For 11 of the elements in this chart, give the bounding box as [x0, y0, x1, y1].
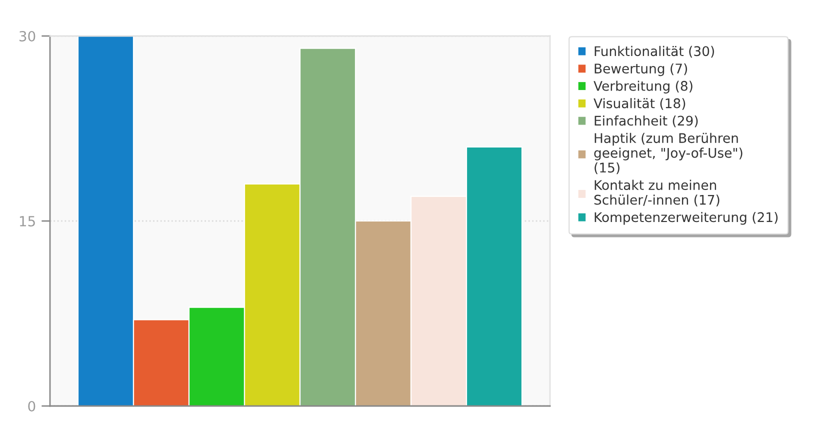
y-tick-label: 0	[28, 400, 36, 412]
y-tick-label: 30	[19, 30, 36, 42]
legend-label: Kompetenzerweiterung (21)	[594, 212, 778, 225]
legend-label: Funktionalität (30)	[594, 46, 714, 58]
y-tick-label: 15	[20, 216, 35, 226]
legend-label: Haptik (zum Berühren geeignet, "Joy-of-Use") (15)	[594, 132, 742, 174]
legend-label: Visualität (18)	[594, 98, 686, 110]
legend-label: Verbreitung (8)	[594, 80, 692, 94]
legend-label: Einfachheit (29)	[594, 115, 698, 128]
legend-label: Kontakt zu meinen Schüler/-innen (17)	[594, 180, 720, 206]
legend-label: Bewertung (7)	[594, 63, 688, 76]
